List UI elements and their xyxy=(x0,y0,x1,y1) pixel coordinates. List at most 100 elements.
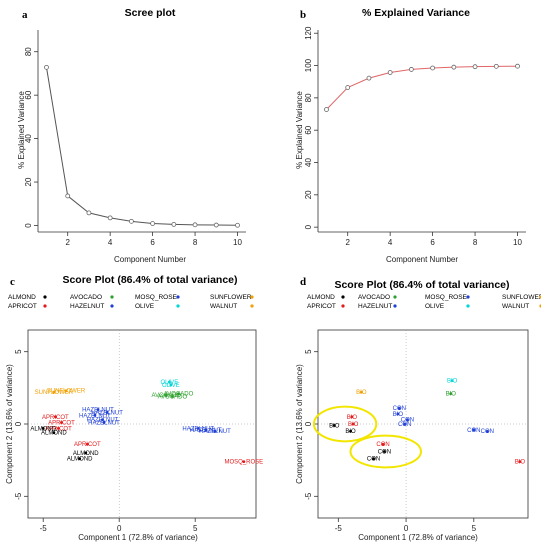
scatter-point xyxy=(52,390,56,394)
y-tick-label: 40 xyxy=(24,134,33,143)
legend-swatch xyxy=(176,304,180,308)
data-point xyxy=(150,221,156,226)
data-point xyxy=(86,210,92,216)
y-axis-label: Component 2 (13.6% of variance) xyxy=(295,364,304,484)
point-label: OLIVE xyxy=(162,383,180,389)
data-point xyxy=(451,64,457,70)
scatter-point xyxy=(213,429,217,433)
point-label: BIO xyxy=(393,412,404,418)
y-axis-label: % Explained Variance xyxy=(295,91,304,169)
point-label: CON xyxy=(393,406,406,412)
y-tick-label: 5 xyxy=(14,349,23,354)
legend-label: AVOCADO xyxy=(358,294,390,301)
y-tick-label: 0 xyxy=(24,223,33,228)
point-label: BIO xyxy=(347,415,358,421)
y-tick-label: 0 xyxy=(14,421,23,426)
legend-label: OLIVE xyxy=(425,303,445,310)
scatter-point xyxy=(449,392,453,396)
x-axis-label: Component 1 (72.8% of variance) xyxy=(358,533,478,542)
x-axis-label: Component Number xyxy=(386,255,458,264)
scatter-point xyxy=(196,426,200,430)
legend-swatch xyxy=(110,304,114,308)
legend-label: HAZELNUT xyxy=(358,303,392,310)
legend-swatch xyxy=(176,295,180,299)
point-label: CON xyxy=(398,422,411,428)
scatter-point xyxy=(52,431,56,435)
series-line xyxy=(326,65,518,110)
y-tick-label: 0 xyxy=(304,224,313,229)
point-label: CON xyxy=(481,429,494,435)
x-axis-label: Component Number xyxy=(114,255,186,264)
y-tick-label: 80 xyxy=(304,93,313,102)
point-label: SUNFLOWER xyxy=(47,389,86,395)
scatter-point xyxy=(167,380,171,384)
scatter-point xyxy=(397,406,401,410)
scatter-point xyxy=(60,421,63,424)
x-tick-label: -5 xyxy=(40,524,48,533)
point-label: HAZELNUT xyxy=(182,426,214,432)
chart-title: Score Plot (86.4% of total variance) xyxy=(62,274,237,286)
data-point xyxy=(345,85,351,90)
legend-swatch xyxy=(43,295,47,299)
x-tick-label: 10 xyxy=(513,238,522,247)
scatter-point xyxy=(403,422,407,426)
y-tick-label: 80 xyxy=(24,47,33,56)
scatter-point xyxy=(57,426,60,430)
point-label: CON xyxy=(378,449,391,455)
x-tick-label: 0 xyxy=(404,524,409,533)
panel-letter: d xyxy=(300,276,306,288)
point-label: HAZELNUT xyxy=(91,410,123,416)
scatter-point xyxy=(359,390,363,394)
panel-letter: c xyxy=(10,276,15,288)
data-point xyxy=(235,222,240,228)
legend-swatch xyxy=(43,304,47,308)
point-label: BIO xyxy=(345,429,356,435)
point-label: HAZELNUT xyxy=(82,408,114,414)
scatter-point xyxy=(85,442,89,446)
legend-label: WALNUT xyxy=(210,303,237,310)
y-tick-label: 60 xyxy=(304,125,313,134)
x-tick-label: 0 xyxy=(117,524,122,533)
y-axis-label: % Explained Variance xyxy=(17,91,26,169)
series-line xyxy=(45,67,238,226)
x-tick-label: 8 xyxy=(193,238,198,247)
legend-label: SUNFLOWER xyxy=(210,294,252,301)
legend-swatch xyxy=(393,295,397,299)
x-tick-label: 5 xyxy=(472,524,477,533)
data-point xyxy=(366,75,372,81)
point-label: APRICOT xyxy=(45,426,72,432)
point-label: MOSQ_ROSE xyxy=(224,460,263,466)
point-label: BIO xyxy=(447,379,458,385)
point-label: ALMOND xyxy=(41,431,67,437)
scatter-point xyxy=(242,460,246,463)
scatter-point xyxy=(78,457,82,461)
point-label: SUNFLOWER xyxy=(35,390,74,396)
x-tick-label: 2 xyxy=(65,238,70,247)
scatter-point xyxy=(349,429,352,433)
legend-label: WALNUT xyxy=(502,303,529,310)
legend-label: ALMOND xyxy=(307,294,335,301)
highlight-ellipse xyxy=(349,434,422,469)
legend-label: AVOCADO xyxy=(70,294,102,301)
scatter-point xyxy=(396,412,400,416)
point-label: BIO xyxy=(329,423,340,429)
chart-title: Score Plot (86.4% of total variance) xyxy=(334,279,509,291)
data-point xyxy=(171,221,177,227)
scatter-point xyxy=(177,392,180,396)
y-tick-label: 40 xyxy=(304,158,313,167)
data-point xyxy=(192,222,198,228)
point-label: HAZELNUT xyxy=(190,428,222,434)
legend-swatch xyxy=(250,304,254,308)
legend-label: SUNFLOWER xyxy=(502,294,541,301)
point-label: ALMOND xyxy=(73,451,99,457)
data-point xyxy=(387,70,393,75)
scatter-point xyxy=(169,383,173,387)
data-point xyxy=(128,218,134,224)
x-tick-label: 10 xyxy=(233,238,242,247)
point-label: APRICOT xyxy=(48,421,75,427)
point-label: APRICOT xyxy=(42,415,69,421)
point-label: CON xyxy=(401,418,414,424)
scatter-point xyxy=(372,457,375,461)
data-point xyxy=(408,67,414,72)
data-point xyxy=(430,65,436,71)
